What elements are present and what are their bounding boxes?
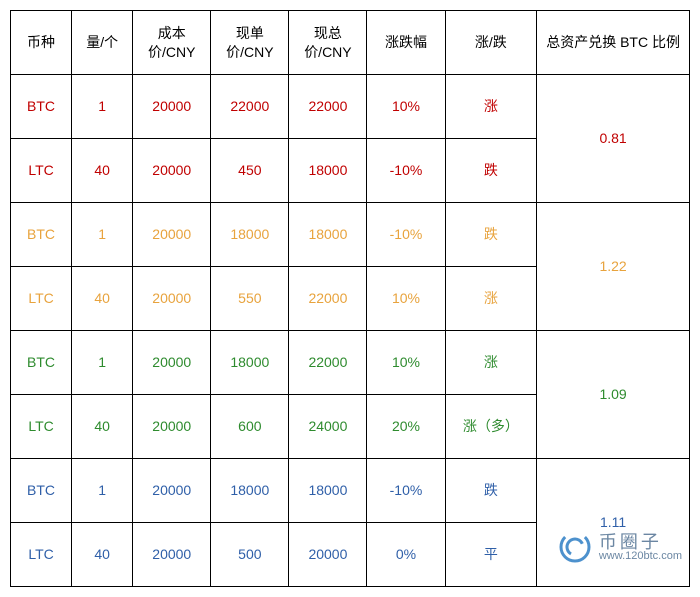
cell-change: -10% [367,459,445,523]
cell-price: 450 [211,139,289,203]
cell-change: 10% [367,267,445,331]
cell-coin: LTC [11,395,72,459]
table-body: BTC120000220002200010%涨0.81LTC4020000450… [11,75,690,587]
cell-price: 22000 [211,75,289,139]
crypto-table: 币种 量/个 成本价/CNY 现单价/CNY 现总价/CNY 涨跌幅 涨/跌 总… [10,10,690,587]
cell-coin: LTC [11,267,72,331]
table-row: BTC1200001800018000-10%跌1.22 [11,203,690,267]
cell-ratio: 1.22 [537,203,690,331]
header-coin: 币种 [11,11,72,75]
header-trend: 涨/跌 [445,11,537,75]
cell-total: 24000 [289,395,367,459]
cell-price: 18000 [211,331,289,395]
cell-coin: LTC [11,523,72,587]
cell-change: -10% [367,139,445,203]
cell-coin: BTC [11,203,72,267]
header-qty: 量/个 [72,11,133,75]
cell-coin: BTC [11,459,72,523]
table-header-row: 币种 量/个 成本价/CNY 现单价/CNY 现总价/CNY 涨跌幅 涨/跌 总… [11,11,690,75]
cell-ratio: 1.09 [537,331,690,459]
cell-cost: 20000 [133,523,211,587]
header-cost: 成本价/CNY [133,11,211,75]
cell-price: 600 [211,395,289,459]
cell-price: 18000 [211,459,289,523]
cell-qty: 1 [72,459,133,523]
cell-trend: 平 [445,523,537,587]
cell-trend: 涨 [445,75,537,139]
cell-total: 22000 [289,75,367,139]
cell-price: 18000 [211,203,289,267]
cell-change: 10% [367,75,445,139]
cell-cost: 20000 [133,459,211,523]
cell-cost: 20000 [133,267,211,331]
cell-total: 18000 [289,459,367,523]
table-row: BTC1200001800018000-10%跌1.11 [11,459,690,523]
cell-coin: LTC [11,139,72,203]
cell-ratio: 0.81 [537,75,690,203]
cell-coin: BTC [11,75,72,139]
cell-trend: 跌 [445,203,537,267]
cell-trend: 跌 [445,139,537,203]
cell-change: 10% [367,331,445,395]
table-row: BTC120000180002200010%涨1.09 [11,331,690,395]
cell-cost: 20000 [133,75,211,139]
cell-trend: 涨 [445,267,537,331]
cell-cost: 20000 [133,331,211,395]
cell-trend: 涨（多） [445,395,537,459]
cell-change: 0% [367,523,445,587]
cell-qty: 1 [72,331,133,395]
table-row: BTC120000220002200010%涨0.81 [11,75,690,139]
header-price: 现单价/CNY [211,11,289,75]
cell-qty: 40 [72,267,133,331]
cell-price: 500 [211,523,289,587]
header-ratio: 总资产兑换 BTC 比例 [537,11,690,75]
cell-total: 18000 [289,139,367,203]
cell-change: 20% [367,395,445,459]
cell-cost: 20000 [133,395,211,459]
cell-change: -10% [367,203,445,267]
cell-total: 22000 [289,267,367,331]
cell-qty: 40 [72,395,133,459]
cell-ratio: 1.11 [537,459,690,587]
cell-total: 20000 [289,523,367,587]
cell-coin: BTC [11,331,72,395]
header-total: 现总价/CNY [289,11,367,75]
cell-price: 550 [211,267,289,331]
cell-cost: 20000 [133,203,211,267]
cell-total: 22000 [289,331,367,395]
cell-qty: 1 [72,203,133,267]
header-change: 涨跌幅 [367,11,445,75]
cell-total: 18000 [289,203,367,267]
cell-trend: 跌 [445,459,537,523]
cell-cost: 20000 [133,139,211,203]
cell-qty: 40 [72,139,133,203]
cell-trend: 涨 [445,331,537,395]
crypto-table-container: 币种 量/个 成本价/CNY 现单价/CNY 现总价/CNY 涨跌幅 涨/跌 总… [10,10,690,587]
cell-qty: 40 [72,523,133,587]
cell-qty: 1 [72,75,133,139]
